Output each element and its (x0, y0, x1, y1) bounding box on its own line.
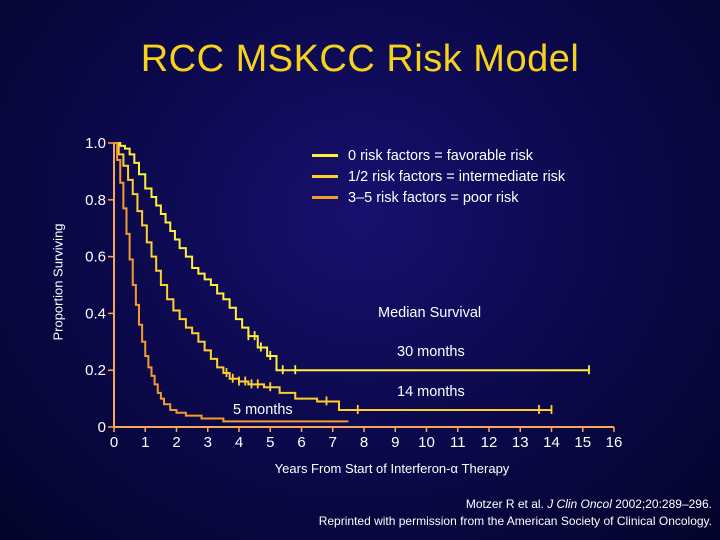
x-tick-label: 1 (141, 434, 149, 451)
legend-label-intermediate: 1/2 risk factors = intermediate risk (348, 168, 566, 185)
x-tick-label: 15 (574, 434, 591, 451)
series-line-favorable (114, 142, 589, 372)
x-tick-label: 7 (329, 434, 337, 451)
x-tick-label: 16 (606, 434, 623, 451)
legend-swatch-poor (312, 196, 338, 199)
x-tick-label: 4 (235, 434, 243, 451)
median-poor-label: 5 months (233, 402, 293, 418)
x-tick-label: 14 (543, 434, 560, 451)
x-tick-label: 13 (512, 434, 529, 451)
series-line-poor (114, 142, 349, 423)
citation-journal: J Clin Oncol (547, 497, 612, 511)
x-tick-label: 2 (172, 434, 180, 451)
legend-swatch-favorable (312, 154, 338, 157)
y-tick-label: 1.0 (85, 135, 106, 152)
legend-item-poor: 3–5 risk factors = poor risk (312, 187, 565, 208)
x-tick-label: 6 (297, 434, 305, 451)
series-line-intermediate (114, 142, 552, 411)
x-tick-label: 8 (360, 434, 368, 451)
chart-legend: 0 risk factors = favorable risk 1/2 risk… (312, 145, 565, 208)
chart-series (114, 142, 590, 423)
citation-line-2: Reprinted with permission from the Ameri… (318, 514, 712, 528)
citation: Motzer R et al. J Clin Oncol 2002;20:289… (319, 496, 712, 530)
median-survival-heading: Median Survival (378, 305, 482, 321)
legend-label-poor: 3–5 risk factors = poor risk (348, 189, 519, 206)
x-tick-label: 9 (391, 434, 399, 451)
x-tick-label: 11 (450, 434, 466, 451)
y-axis-label: Proportion Surviving (50, 223, 66, 341)
citation-line-1: Motzer R et al. J Clin Oncol 2002;20:289… (319, 496, 712, 513)
y-tick-label: 0.4 (85, 305, 106, 322)
x-tick-label: 3 (204, 434, 212, 451)
y-tick-label: 0.6 (85, 249, 106, 266)
legend-item-favorable: 0 risk factors = favorable risk (312, 145, 565, 166)
x-tick-label: 10 (418, 434, 435, 451)
y-tick-label: 0 (98, 419, 106, 436)
x-axis-label: Years From Start of Interferon-α Therapy (274, 461, 510, 476)
x-tick-label: 0 (110, 434, 118, 451)
legend-item-intermediate: 1/2 risk factors = intermediate risk (312, 166, 565, 187)
y-tick-label: 0.8 (85, 192, 106, 209)
citation-author: Motzer R et al. (465, 497, 548, 511)
y-tick-label: 0.2 (85, 362, 106, 379)
x-tick-label: 5 (266, 434, 274, 451)
citation-ref: 2002;20:289–296. (611, 497, 712, 511)
legend-swatch-intermediate (312, 175, 338, 178)
legend-label-favorable: 0 risk factors = favorable risk (348, 147, 533, 164)
median-intermediate-label: 14 months (397, 384, 465, 400)
median-favorable-label: 30 months (397, 344, 465, 360)
slide-title: RCC MSKCC Risk Model (140, 38, 580, 80)
x-tick-label: 12 (481, 434, 498, 451)
